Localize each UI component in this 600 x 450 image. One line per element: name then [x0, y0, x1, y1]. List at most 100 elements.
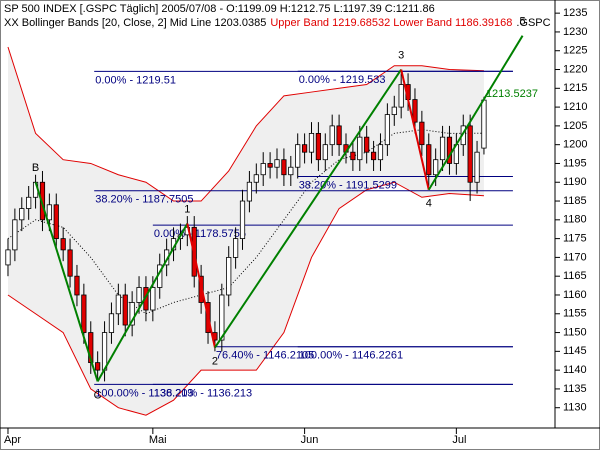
y-tick-label: 1175 — [563, 233, 587, 245]
fib-label: 0.00% - 1219.533 — [299, 74, 386, 86]
candle-body — [308, 132, 315, 153]
candle-body — [426, 144, 432, 176]
candle-body — [150, 287, 156, 311]
candle-body — [267, 163, 273, 168]
candle-body — [129, 302, 135, 326]
wave-label: 5 — [520, 16, 526, 28]
y-tick-label: 1225 — [563, 45, 587, 57]
wave-line — [34, 181, 99, 382]
fib-label: 100.00% - 1146.2261 — [299, 350, 403, 362]
wave-label: 4 — [426, 198, 432, 210]
fib-label: 0.00% - 1219.51 — [95, 74, 176, 86]
y-tick-label: 1230 — [563, 26, 587, 38]
y-tick-label: 1210 — [563, 101, 587, 113]
wave-label: 3 — [398, 49, 404, 61]
candle-body — [336, 125, 342, 146]
candle-body — [377, 144, 384, 161]
candle-body — [391, 106, 397, 116]
y-tick-label: 1215 — [563, 82, 587, 94]
indicator-text: XX Bollinger Bands [20, Close, 2] Mid Li… — [4, 17, 266, 29]
candle-body — [467, 125, 473, 183]
candle-body — [53, 204, 59, 240]
candle-body — [226, 257, 232, 296]
y-tick-label: 1155 — [563, 308, 587, 320]
y-tick-label: 1150 — [563, 326, 587, 338]
candle-body — [481, 99, 487, 149]
wave-label: C — [94, 389, 102, 401]
candle-body — [5, 249, 11, 266]
y-tick-label: 1140 — [563, 364, 587, 376]
candle-body — [101, 332, 108, 371]
y-tick-label: 1220 — [563, 63, 587, 75]
plot-area: 0.00% - 1219.51 0.00% - 1219.533 38.20% - … — [5, 16, 538, 416]
wave-line — [427, 35, 524, 191]
y-tick-label: 1200 — [563, 139, 587, 151]
candle-body — [260, 163, 266, 176]
fib-label: 0.00% - 1178.5755 — [154, 228, 246, 240]
candle-body — [322, 144, 328, 161]
candle-body — [246, 181, 253, 202]
y-tick-label: 1180 — [563, 214, 587, 226]
fib-label: 38.20% - 1187.7505 — [95, 194, 193, 206]
y-tick-label: 1145 — [563, 345, 587, 357]
candle-body — [412, 99, 418, 123]
candle-body — [46, 204, 52, 221]
candle-body — [115, 294, 121, 315]
candle-body — [315, 132, 321, 161]
x-tick-label: Jul — [452, 434, 466, 446]
y-tick-label: 1160 — [563, 289, 587, 301]
candle-body — [370, 151, 377, 161]
candle-body — [81, 294, 87, 333]
candle-body — [274, 159, 280, 168]
candle-body — [239, 200, 246, 240]
fib-label: 100.00% - 1136.213 — [95, 387, 193, 399]
candle-body — [419, 121, 425, 146]
candle-body — [364, 136, 370, 153]
candle-body — [122, 294, 128, 326]
candle-body — [19, 208, 25, 221]
symbol: .GSPC — [516, 17, 550, 29]
y-tick-label: 1165 — [563, 270, 587, 282]
x-tick-label: Apr — [4, 434, 21, 446]
wave-line — [186, 223, 216, 348]
candle-body — [233, 238, 239, 258]
candle-body — [108, 313, 115, 333]
candle-body — [219, 294, 225, 341]
candle-body — [474, 151, 480, 183]
candle-body — [67, 249, 73, 277]
wave-label: 2 — [212, 355, 218, 367]
x-tick-label: Jun — [301, 434, 319, 446]
wave-label: B — [32, 162, 39, 174]
fib-label: 138.20% - 1136.213 — [154, 387, 252, 399]
y-tick-label: 1135 — [563, 383, 587, 395]
y-tick-label: 1190 — [563, 176, 587, 188]
candle-body — [95, 362, 101, 371]
candle-body — [253, 174, 259, 183]
wave-label: 1 — [184, 203, 190, 215]
candle-body — [384, 114, 390, 146]
candle-body — [329, 125, 335, 146]
candle-body — [350, 151, 356, 161]
candle-body — [398, 84, 404, 108]
y-tick-label: 1170 — [563, 251, 587, 263]
chart-title: SP 500 INDEX [.GSPC Täglich] 2005/07/08 … — [4, 3, 435, 15]
candle-body — [136, 287, 142, 303]
indicator-label: XX Bollinger Bands [20, Close, 2] Mid Li… — [4, 17, 551, 29]
candle-body — [433, 159, 439, 176]
y-tick-label: 1205 — [563, 120, 587, 132]
candle-body — [26, 196, 32, 209]
fib-label: 38.20% - 1191.5299 — [299, 179, 397, 191]
y-tick-label: 1130 — [563, 402, 587, 414]
x-tick-label: Mai — [149, 434, 167, 446]
candle-body — [288, 166, 294, 176]
y-tick-label: 1235 — [563, 7, 587, 19]
y-tick-label: 1185 — [563, 195, 587, 207]
lower-band — [7, 181, 484, 416]
trend-value-label: 1213.5237 — [486, 88, 538, 100]
y-tick-label: 1195 — [563, 157, 587, 169]
candle-body — [74, 275, 80, 296]
candle-body — [60, 238, 66, 251]
wave-line — [96, 223, 189, 382]
candle-body — [295, 144, 301, 168]
